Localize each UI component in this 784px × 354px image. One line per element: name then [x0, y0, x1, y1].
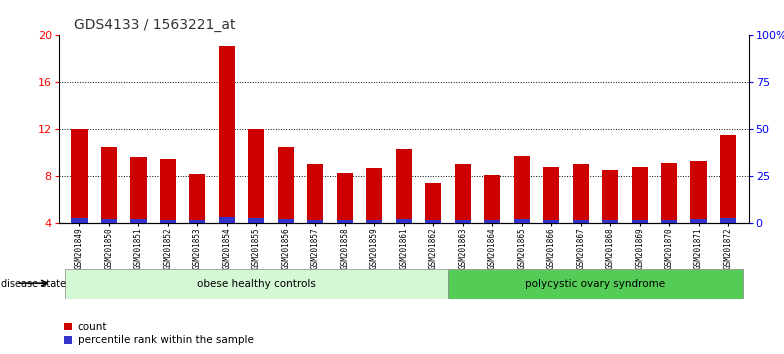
Bar — [249, 129, 264, 223]
Bar — [307, 219, 324, 223]
Bar — [65, 269, 448, 299]
Legend: count, percentile rank within the sample: count, percentile rank within the sample — [64, 322, 253, 345]
Bar — [484, 220, 500, 223]
Bar — [189, 174, 205, 223]
Bar — [661, 163, 677, 223]
Text: polycystic ovary syndrome: polycystic ovary syndrome — [525, 279, 666, 289]
Bar — [632, 219, 648, 223]
Bar — [130, 157, 147, 223]
Bar — [396, 219, 412, 223]
Bar — [307, 164, 324, 223]
Bar — [71, 218, 88, 223]
Bar — [130, 219, 147, 223]
Bar — [278, 147, 294, 223]
Bar — [572, 219, 589, 223]
Bar — [543, 219, 559, 223]
Bar — [514, 156, 530, 223]
Bar — [336, 220, 353, 223]
Bar — [189, 220, 205, 223]
Bar — [336, 173, 353, 223]
Bar — [691, 219, 706, 223]
Bar — [425, 220, 441, 223]
Bar — [160, 159, 176, 223]
Bar — [366, 168, 383, 223]
Bar — [455, 219, 471, 223]
Bar — [720, 135, 736, 223]
Bar — [278, 219, 294, 223]
Bar — [219, 217, 235, 223]
Bar — [602, 220, 619, 223]
Bar — [366, 219, 383, 223]
Bar — [455, 164, 471, 223]
Bar — [219, 46, 235, 223]
Bar — [101, 147, 117, 223]
Bar — [632, 167, 648, 223]
Text: GDS4133 / 1563221_at: GDS4133 / 1563221_at — [74, 18, 236, 32]
Bar — [602, 170, 619, 223]
Bar — [396, 149, 412, 223]
Bar — [448, 269, 742, 299]
Bar — [425, 183, 441, 223]
Bar — [71, 129, 88, 223]
Bar — [160, 219, 176, 223]
Bar — [661, 219, 677, 223]
Bar — [691, 161, 706, 223]
Text: obese healthy controls: obese healthy controls — [197, 279, 316, 289]
Bar — [514, 219, 530, 223]
Bar — [101, 218, 117, 223]
Bar — [543, 167, 559, 223]
Bar — [572, 164, 589, 223]
Text: disease state: disease state — [1, 279, 66, 289]
Bar — [249, 218, 264, 223]
Bar — [484, 175, 500, 223]
Bar — [720, 218, 736, 223]
